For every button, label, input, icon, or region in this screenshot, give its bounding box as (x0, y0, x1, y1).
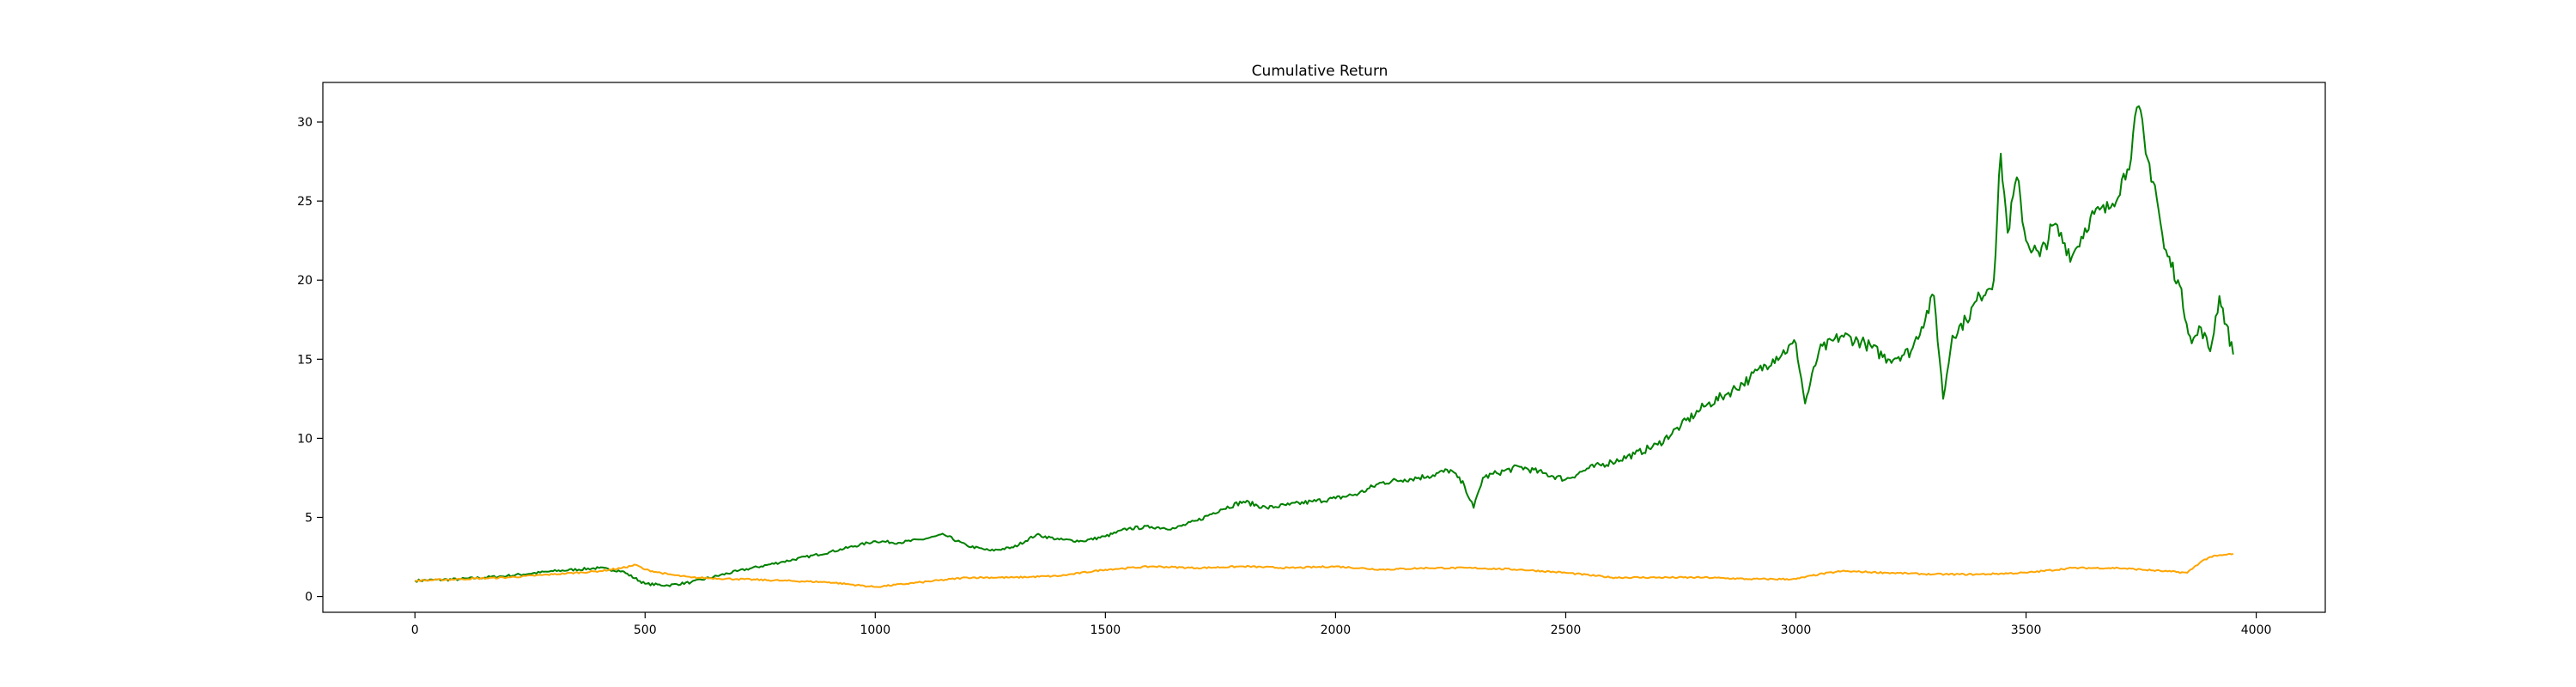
series-line-1 (414, 105, 2234, 587)
y-tick-label: 0 (305, 591, 313, 605)
y-tick-label: 25 (297, 195, 313, 209)
y-tick-label: 10 (297, 432, 313, 446)
axes-frame (322, 82, 2326, 613)
chart-title: Cumulative Return (1252, 63, 1388, 80)
x-tick-label: 2000 (1321, 623, 1352, 637)
x-tick-label: 3500 (2011, 623, 2042, 637)
x-axis: 0 500 1000 1500 2000 2500 3000 3500 4000 (411, 612, 2272, 637)
y-tick-label: 30 (297, 116, 313, 130)
y-tick-label: 15 (297, 353, 313, 367)
x-tick-label: 0 (411, 623, 419, 637)
plot-lines (414, 105, 2234, 588)
series-line-2 (415, 552, 2234, 588)
y-tick-label: 20 (297, 274, 313, 288)
x-tick-label: 1500 (1091, 623, 1121, 637)
x-tick-label: 500 (634, 623, 657, 637)
x-tick-label: 3000 (1781, 623, 1812, 637)
x-tick-label: 4000 (2241, 623, 2272, 637)
x-tick-label: 2500 (1551, 623, 1582, 637)
y-tick-label: 5 (305, 511, 313, 525)
y-axis: 0 5 10 15 20 25 30 (297, 116, 323, 605)
x-tick-label: 1000 (860, 623, 890, 637)
